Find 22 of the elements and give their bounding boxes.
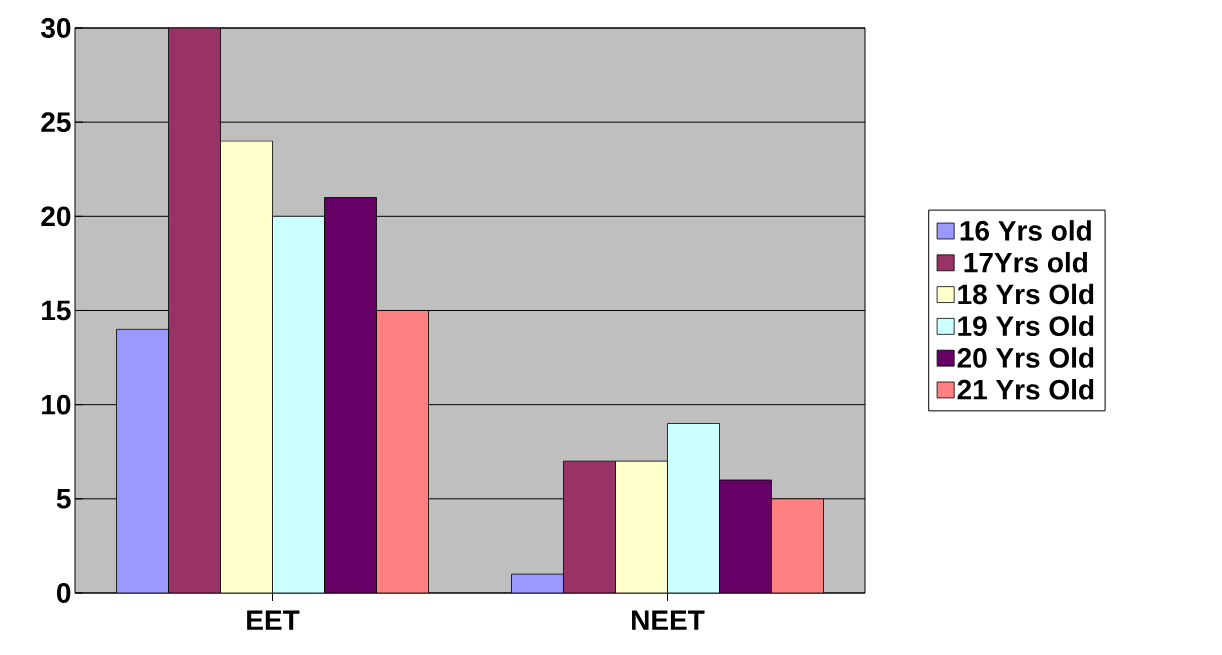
- legend-label: 17Yrs old: [964, 251, 1087, 273]
- bar: [116, 328, 169, 593]
- y-tick-label: 20: [41, 206, 71, 227]
- legend-label: 21 Yrs Old: [957, 379, 1094, 400]
- x-tick-label: NEET: [632, 610, 705, 630]
- x-tick-label: EET: [247, 610, 300, 630]
- bar: [324, 197, 377, 593]
- y-tick-label: 10: [42, 394, 71, 415]
- bar: [376, 310, 429, 593]
- bar: [272, 215, 325, 593]
- bar: [667, 423, 720, 593]
- y-tick-label: 25: [41, 112, 71, 133]
- legend-label: 20 Yrs Old: [957, 347, 1094, 368]
- legend-label: 16 Yrs old: [960, 220, 1091, 241]
- legend-label: 19 Yrs Old: [958, 315, 1094, 337]
- y-tick-label: 15: [42, 300, 71, 321]
- legend-label: 18 Yrs Old: [958, 283, 1094, 305]
- y-tick-label: 0: [57, 583, 71, 603]
- bar: [719, 479, 772, 593]
- bar: [771, 498, 824, 593]
- y-tick-label: 5: [56, 489, 71, 509]
- y-tick-label: 30: [40, 18, 71, 38]
